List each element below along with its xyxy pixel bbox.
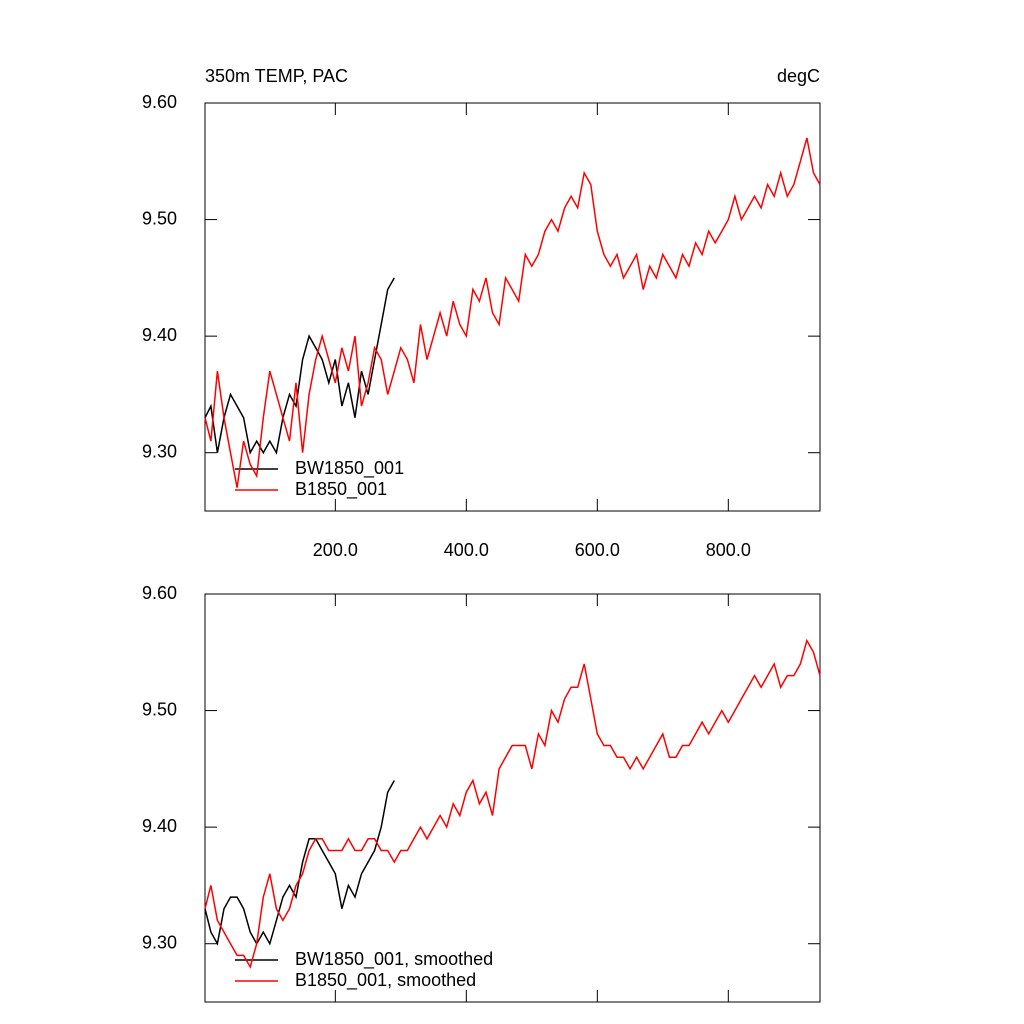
y-tick-label: 9.60 [142,583,177,603]
chart-title: 350m TEMP, PAC [205,66,348,86]
y-tick-label: 9.30 [142,932,177,952]
legend-label: BW1850_001, smoothed [295,949,493,970]
y-tick-label: 9.40 [142,816,177,836]
y-tick-label: 9.60 [142,92,177,112]
y-tick-label: 9.50 [142,208,177,228]
x-tick-label: 800.0 [706,540,751,560]
series-line [204,638,821,969]
legend-label: B1850_001, smoothed [295,970,476,991]
series-line [204,137,821,488]
x-tick-label: 200.0 [313,540,358,560]
plot-frame [204,593,821,1003]
y-tick-label: 9.50 [142,699,177,719]
units-label: degC [777,66,820,86]
x-tick-label: 400.0 [444,540,489,560]
y-tick-label: 9.30 [142,441,177,461]
legend-label: BW1850_001 [295,458,404,479]
x-tick-label: 600.0 [575,540,620,560]
y-tick-label: 9.40 [142,325,177,345]
plot-frame [204,102,821,512]
series-line [204,277,395,455]
legend-label: B1850_001 [295,479,387,500]
series-line [204,780,395,946]
